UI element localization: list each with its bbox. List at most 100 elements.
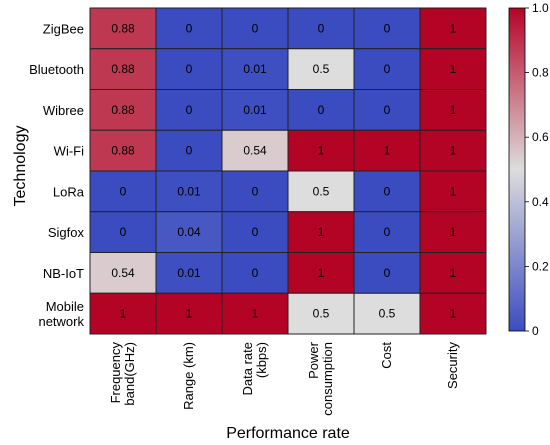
y-axis-title: Technology: [12, 126, 29, 207]
cell-value-label: 1: [384, 144, 391, 158]
cell-value-label: 0: [384, 103, 391, 117]
cell-value-label: 0: [318, 21, 325, 35]
cell-value-label: 1: [450, 225, 457, 239]
heatmap-cell-labels: 0.88 0 0 0 0 1 0.88 0 0.01 0.5 0 1 0.88 0 0.01 0 0 1 0.88 0…: [111, 21, 456, 320]
heatmap-cell: [89, 211, 157, 253]
cell-value-label: 0: [186, 144, 193, 158]
column-label-line: Frequency: [108, 342, 123, 404]
cell-value-label: 0.88: [111, 21, 135, 35]
cell-value-label: 0: [252, 184, 259, 198]
column-tick-labels: Frequency band(GHz) Range (km) Data rate (kb…: [108, 341, 460, 415]
row-label: Wibree: [43, 103, 84, 118]
colorbar-tick-label: 0: [532, 324, 539, 338]
row-label: Sigfox: [48, 225, 85, 240]
cell-value-label: 0.01: [177, 266, 201, 280]
column-label-line: Security: [445, 342, 460, 389]
heatmap-cell: [155, 7, 223, 50]
column-label: Data rate (kbps): [240, 342, 269, 395]
column-label-line: Power: [306, 341, 321, 379]
column-label-line: (kbps): [254, 342, 269, 378]
cell-value-label: 0: [384, 184, 391, 198]
cell-value-label: 0.04: [177, 225, 201, 239]
heatmap-cells: [89, 7, 487, 335]
heatmap-cell: [287, 89, 355, 131]
row-label: NB-IoT: [43, 266, 84, 281]
colorbar-tick-label: 1.0: [532, 1, 549, 15]
cell-value-label: 1: [450, 266, 457, 280]
cell-value-label: 1: [120, 307, 127, 321]
colorbar-tick-label: 0.4: [532, 195, 549, 209]
heatmap-cell: [221, 170, 289, 213]
heatmap-cell: [419, 170, 487, 213]
cell-value-label: 0: [252, 266, 259, 280]
heatmap-cell: [287, 170, 355, 213]
column-label: Security: [445, 342, 460, 389]
row-label: Mobile: [46, 299, 84, 314]
heatmap-cell: [419, 211, 487, 253]
cell-value-label: 0: [318, 103, 325, 117]
heatmap-cell: [419, 129, 487, 172]
heatmap-cell: [353, 170, 421, 213]
row-label: network: [38, 314, 84, 329]
cell-value-label: 0: [120, 225, 127, 239]
row-label: Wi-Fi: [54, 144, 84, 159]
cell-value-label: 1: [318, 266, 325, 280]
cell-value-label: 1: [450, 21, 457, 35]
cell-value-label: 1: [450, 144, 457, 158]
cell-value-label: 0: [186, 62, 193, 76]
heatmap-cell: [89, 7, 157, 50]
cell-value-label: 1: [450, 307, 457, 321]
cell-value-label: 0: [384, 62, 391, 76]
x-axis-title: Performance rate: [226, 425, 350, 442]
cell-value-label: 0.88: [111, 144, 135, 158]
cell-value-label: 0: [384, 21, 391, 35]
cell-value-label: 0.5: [379, 307, 396, 321]
heatmap-cell: [419, 89, 487, 131]
row-label: ZigBee: [43, 21, 84, 36]
heatmap-cell: [287, 48, 355, 90]
cell-value-label: 0: [186, 21, 193, 35]
column-label-line: Data rate: [240, 342, 255, 395]
cell-value-label: 0: [186, 103, 193, 117]
cell-value-label: 0.01: [243, 62, 267, 76]
cell-value-label: 0.88: [111, 103, 135, 117]
cell-value-label: 0.88: [111, 62, 135, 76]
column-label-line: consumption: [320, 342, 335, 416]
cell-value-label: 1: [318, 225, 325, 239]
cell-value-label: 1: [450, 62, 457, 76]
cell-value-label: 0.5: [313, 62, 330, 76]
cell-value-label: 0.5: [313, 184, 330, 198]
row-tick-labels: ZigBee Bluetooth Wibree Wi-Fi LoRa Sigfox NB-I…: [29, 21, 85, 329]
heatmap-cell: [221, 7, 289, 50]
column-label: Range (km): [181, 342, 196, 410]
column-label-line: Range (km): [181, 342, 196, 410]
colorbar: 0 0.2 0.4 0.6 0.8 1.0: [508, 1, 549, 338]
colorbar-tick-label: 0.8: [532, 66, 549, 80]
heatmap-cell: [419, 252, 487, 294]
colorbar-tick-label: 0.2: [532, 259, 549, 273]
cell-value-label: 1: [450, 103, 457, 117]
cell-value-label: 0: [384, 225, 391, 239]
row-label: LoRa: [53, 184, 85, 199]
cell-value-label: 0.54: [243, 144, 267, 158]
cell-value-label: 0.5: [313, 307, 330, 321]
heatmap-cell: [89, 292, 157, 335]
heatmap-cell: [419, 7, 487, 50]
heatmap-cell: [353, 129, 421, 172]
heatmap-cell: [89, 129, 157, 172]
column-label: Frequency band(GHz): [108, 342, 137, 406]
heatmap-cell: [221, 292, 289, 335]
cell-value-label: 0: [252, 21, 259, 35]
heatmap-cell: [155, 89, 223, 131]
heatmap-cell: [287, 252, 355, 294]
column-label: Cost: [379, 342, 394, 369]
column-label-line: band(GHz): [122, 342, 137, 406]
heatmap-cell: [353, 89, 421, 131]
heatmap-cell: [287, 129, 355, 172]
heatmap-cell: [155, 129, 223, 172]
cell-value-label: 1: [318, 144, 325, 158]
cell-value-label: 0.54: [111, 266, 135, 280]
cell-value-label: 1: [450, 184, 457, 198]
